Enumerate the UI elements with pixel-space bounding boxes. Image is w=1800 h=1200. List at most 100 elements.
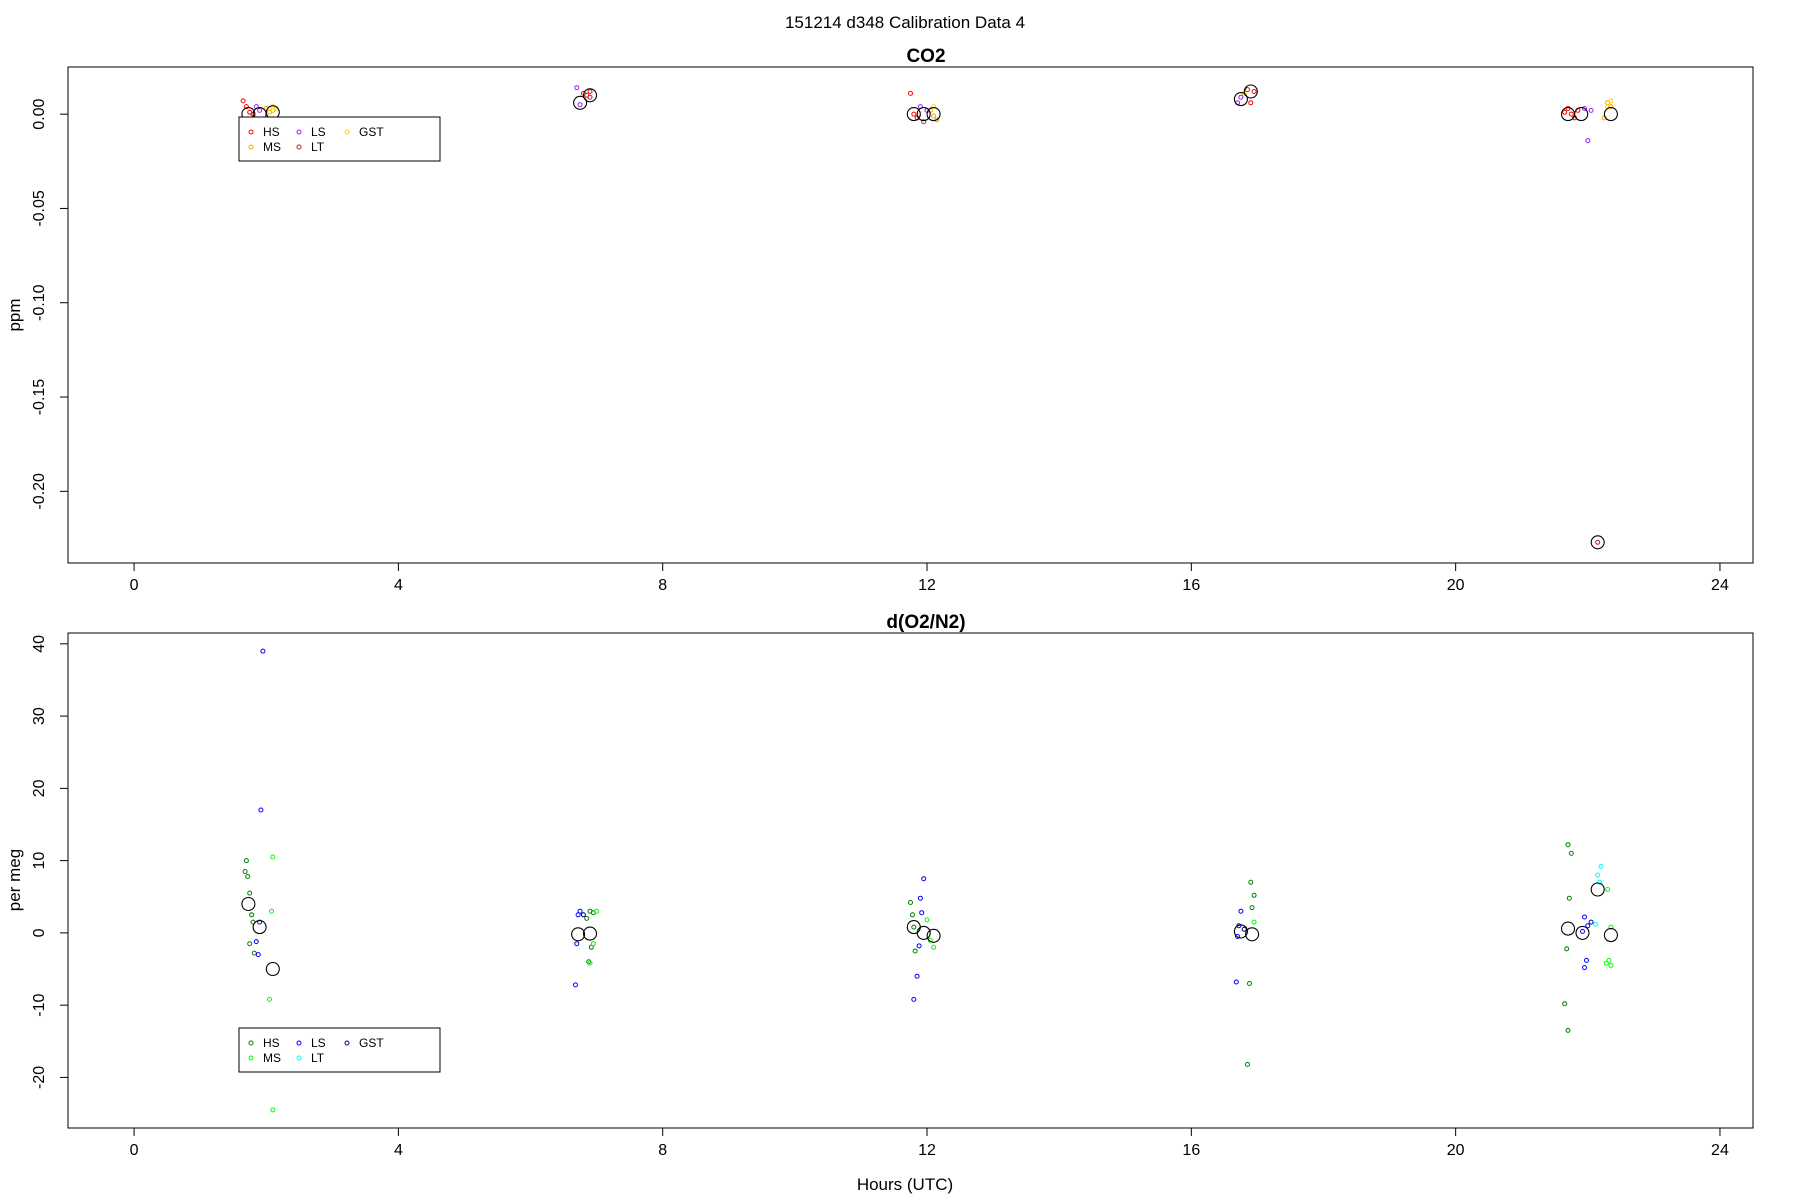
co2-mean-point [1574, 107, 1589, 122]
o2n2-point-ls [1582, 914, 1587, 920]
co2-y-tick-label: -0.20 [31, 473, 48, 510]
o2n2-y-axis-label: per meg [5, 849, 24, 911]
co2-point-hs [243, 104, 249, 110]
o2n2-mean-point [1560, 921, 1576, 936]
o2n2-point-gst [580, 912, 586, 918]
o2n2-y-tick-label: -10 [31, 993, 48, 1016]
co2-point-ls [1238, 94, 1244, 100]
o2n2-mean-point [252, 920, 267, 935]
o2n2-point-hs [1251, 892, 1257, 898]
o2n2-point-ls [1238, 908, 1244, 914]
co2-point-ls [1585, 138, 1591, 144]
co2-point-hs [908, 90, 913, 96]
co2-x-tick-label: 24 [1711, 577, 1729, 594]
o2n2-mean-point [926, 928, 941, 943]
o2n2-point-hs [1566, 895, 1572, 901]
o2n2-x-axis-label: Hours (UTC) [857, 1175, 953, 1194]
co2-y-axis: 0.00 -0.05 -0.10 -0.15 -0.20 [31, 98, 68, 510]
co2-legend-label-lt: LT [311, 140, 325, 154]
o2n2-legend-marker-gst [344, 1040, 350, 1046]
co2-point-hs [1248, 100, 1254, 106]
co2-points [240, 84, 1618, 550]
o2n2-point-ls [253, 939, 259, 945]
co2-x-tick-label: 4 [394, 577, 403, 594]
o2n2-point-ls [1235, 934, 1241, 939]
o2n2-mean-point [1233, 924, 1248, 939]
o2n2-x-tick-label: 0 [130, 1142, 139, 1159]
co2-panel-title: CO2 [906, 46, 945, 67]
o2n2-point-hs [910, 912, 915, 918]
co2-legend-marker-ls [296, 129, 302, 135]
o2n2-point-ls [911, 996, 917, 1002]
o2n2-point-ls [1580, 928, 1585, 934]
o2n2-point-ls [574, 941, 580, 947]
o2n2-point-hs [251, 950, 257, 956]
o2n2-point-ms [587, 960, 593, 966]
o2n2-y-tick-label: -20 [31, 1066, 48, 1089]
co2-point-hs [1562, 109, 1568, 115]
co2-legend-label-ls: LS [311, 125, 326, 139]
co2-legend-box [238, 116, 441, 162]
co2-y-tick-label: -0.10 [31, 284, 48, 321]
o2n2-point-ms [924, 917, 930, 923]
co2-mean-point [573, 95, 588, 110]
co2-legend-marker-ms [248, 144, 254, 150]
o2n2-point-ms [267, 996, 272, 1002]
o2n2-y-tick-label: 40 [31, 635, 48, 653]
co2-point-ls [577, 102, 583, 108]
o2n2-legend-label-ms: MS [263, 1051, 281, 1065]
figure-title: 151214 d348 Calibration Data 4 [785, 13, 1025, 32]
co2-mean-point [906, 107, 921, 122]
co2-point-lt [1245, 87, 1250, 93]
o2n2-point-ls [577, 908, 583, 914]
co2-point-lt [1595, 539, 1601, 545]
o2n2-x-tick-label: 12 [918, 1142, 936, 1159]
co2-y-axis-label: ppm [5, 298, 24, 331]
o2n2-point-hs [242, 869, 248, 874]
o2n2-point-ls [1585, 923, 1591, 929]
o2n2-y-tick-label: 20 [31, 779, 48, 797]
co2-legend-marker-gst [344, 129, 350, 135]
co2-x-tick-label: 0 [130, 577, 139, 594]
o2n2-legend-label-hs: HS [263, 1036, 280, 1050]
o2n2-point-hs [247, 890, 253, 896]
o2n2-point-hs [1564, 946, 1570, 952]
co2-mean-point [1603, 107, 1618, 122]
o2n2-point-ls [914, 973, 920, 979]
o2n2-x-tick-label: 20 [1447, 1142, 1465, 1159]
co2-mean-point [1243, 84, 1258, 99]
co2-x-tick-label: 20 [1447, 577, 1465, 594]
co2-point-hs [1251, 89, 1257, 94]
o2n2-x-axis: 0 4 8 12 16 20 24 [130, 1127, 1729, 1159]
o2n2-point-hs [908, 900, 913, 905]
o2n2-legend-marker-hs [248, 1040, 254, 1046]
co2-mean-point [926, 107, 941, 122]
o2n2-point-ms [1605, 887, 1611, 892]
o2n2-point-hs [247, 941, 253, 947]
o2n2-legend-marker-ms [248, 1055, 254, 1061]
o2n2-point-ms [1606, 957, 1612, 963]
o2n2-point-ms [931, 944, 937, 950]
co2-legend-label-ms: MS [263, 140, 281, 154]
o2n2-point-ls [921, 876, 927, 882]
co2-point-gst [1608, 98, 1614, 104]
o2n2-y-tick-label: 10 [31, 852, 48, 870]
o2n2-point-hs [245, 874, 251, 879]
o2n2-point-gst [1588, 919, 1594, 925]
o2n2-point-hs [1248, 879, 1254, 885]
o2n2-point-lt [1597, 879, 1603, 885]
co2-legend-marker-lt [296, 144, 302, 150]
co2-point-ls [1582, 106, 1587, 111]
o2n2-mean-point [916, 925, 931, 940]
co2-x-tick-label: 16 [1182, 577, 1200, 594]
o2n2-point-hs [1565, 1027, 1571, 1033]
o2n2-point-ms [269, 908, 274, 914]
co2-point-lt [587, 94, 593, 100]
co2-mean-point [582, 88, 598, 103]
o2n2-point-hs [1568, 850, 1574, 856]
o2n2-y-axis: 40 30 20 10 0 -10 -20 [31, 635, 68, 1089]
o2n2-point-hs [1247, 981, 1252, 986]
o2n2-point-hs [912, 948, 918, 954]
o2n2-point-ms [270, 1107, 276, 1113]
co2-panel: CO2 0 4 8 12 16 20 24 0.00 -0.05 -0.10 -0.15 -0.20… [5, 46, 1754, 594]
